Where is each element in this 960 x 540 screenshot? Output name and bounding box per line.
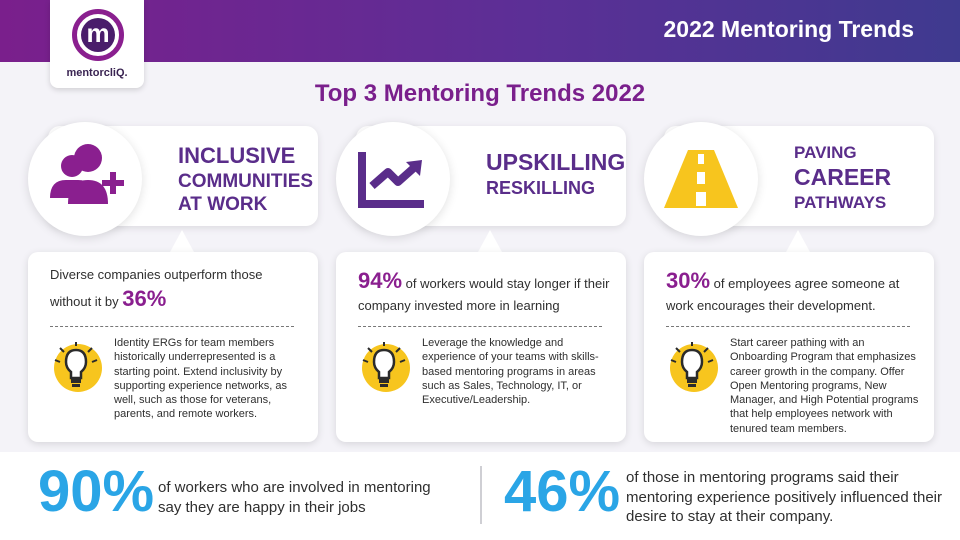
stat-big-value: 46% [504, 459, 621, 524]
trend-detail-card: 30% of employees agree someone at work e… [644, 252, 934, 442]
stat-value: 36% [122, 286, 167, 312]
card-pointer [478, 230, 502, 252]
header-banner: 2022 Mentoring Trends [0, 0, 960, 62]
road-icon [644, 122, 758, 236]
trend-detail-card: 94% of workers would stay longer if thei… [336, 252, 626, 442]
trend-stat: 94% of workers would stay longer if thei… [358, 266, 612, 315]
stat-text: of workers would stay longer if their co… [358, 276, 610, 313]
trend-detail-card: Diverse companies outperform those witho… [28, 252, 318, 442]
logo-mark: m [72, 9, 124, 61]
trend-tip: Leverage the knowledge and experience of… [422, 337, 599, 407]
people-plus-icon [28, 122, 142, 236]
trend-stat: 30% of employees agree someone at work e… [666, 266, 920, 315]
trend-heading-line: COMMUNITIES [178, 170, 314, 192]
bottom-stats-bar: 90% of workers who are involved in mento… [0, 452, 960, 540]
stat-value: 30% [666, 268, 711, 293]
trend-heading-line: RESKILLING [486, 177, 596, 198]
trend-chart-icon [336, 122, 450, 236]
trend-heading-line: AT WORK [178, 194, 268, 216]
stat-text: Diverse companies outperform those witho… [50, 267, 263, 310]
header-title: 2022 Mentoring Trends [663, 16, 914, 42]
card-pointer [170, 230, 194, 252]
lightbulb-icon [362, 342, 410, 392]
logo-wordmark: mentorcliQ. [66, 67, 128, 79]
stat-value: 94% [358, 268, 403, 293]
stat-big-value: 90% [38, 459, 155, 524]
logo: m mentorcliQ. [50, 0, 144, 88]
trend-heading: UPSKILLING RESKILLING [486, 148, 625, 199]
stat-text: of employees agree someone at work encou… [666, 276, 900, 313]
trend-heading-line: CAREER [794, 164, 892, 191]
trend-heading-line: UPSKILLING [486, 149, 626, 175]
trend-tip: Start career pathing with an Onboarding … [730, 337, 919, 435]
stat-description: of workers who are involved in mentoring… [158, 479, 431, 516]
stat-description: of those in mentoring programs said thei… [626, 469, 943, 525]
trend-stat: Diverse companies outperform those witho… [50, 266, 304, 315]
page-title: Top 3 Mentoring Trends 2022 [314, 80, 646, 107]
trend-tip: Identity ERGs for team members historica… [114, 337, 288, 421]
dashed-divider [50, 326, 294, 327]
vertical-divider [480, 466, 482, 524]
trend-heading: PAVING CAREER PATHWAYS [794, 142, 891, 213]
lightbulb-icon [670, 342, 718, 392]
lightbulb-icon [54, 342, 102, 392]
logo-letter: m [81, 18, 115, 52]
dashed-divider [358, 326, 602, 327]
trend-heading: INCLUSIVE COMMUNITIES AT WORK [178, 142, 313, 217]
trend-heading-line: PAVING [794, 143, 857, 162]
trend-heading-line: INCLUSIVE [178, 143, 296, 168]
card-pointer [786, 230, 810, 252]
trend-heading-line: PATHWAYS [794, 193, 887, 212]
dashed-divider [666, 326, 910, 327]
